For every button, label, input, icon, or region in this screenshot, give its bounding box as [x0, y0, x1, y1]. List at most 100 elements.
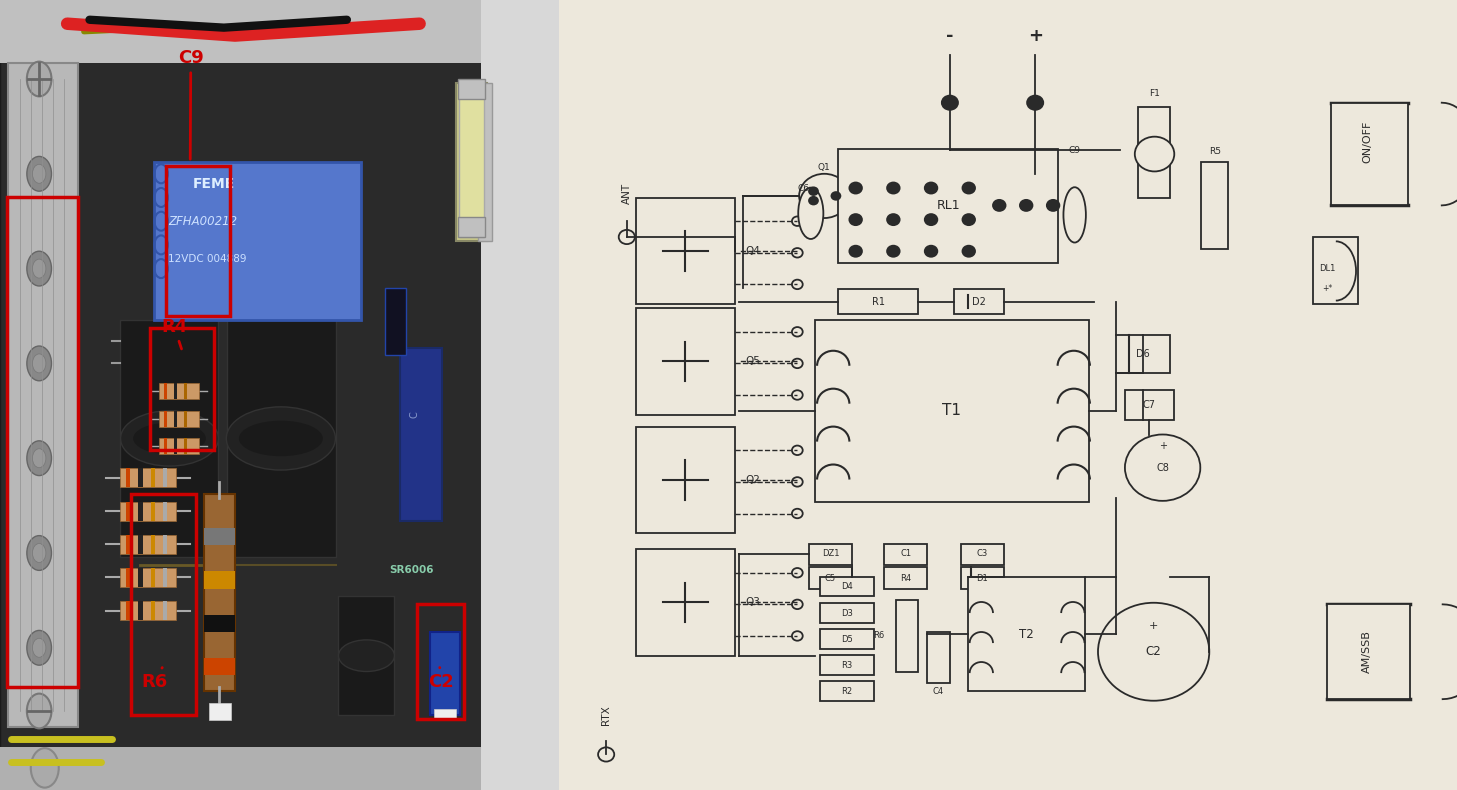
- Text: C2: C2: [428, 668, 455, 691]
- Bar: [9, 63, 79, 727]
- Bar: [121, 320, 219, 557]
- Bar: [960, 567, 1004, 589]
- Bar: [138, 502, 143, 521]
- Bar: [635, 198, 734, 304]
- Text: R2: R2: [841, 687, 852, 696]
- Text: R6: R6: [873, 631, 884, 641]
- Bar: [635, 308, 734, 415]
- Text: +: +: [1150, 621, 1158, 630]
- Text: C9: C9: [178, 49, 204, 159]
- Circle shape: [26, 630, 51, 665]
- Circle shape: [941, 96, 959, 110]
- Bar: [820, 681, 874, 701]
- Circle shape: [925, 246, 937, 257]
- Bar: [884, 567, 928, 589]
- Bar: [385, 288, 407, 356]
- Bar: [896, 600, 918, 672]
- Bar: [121, 502, 176, 521]
- Bar: [820, 603, 874, 623]
- Circle shape: [26, 156, 51, 191]
- Circle shape: [1125, 435, 1201, 501]
- Bar: [7, 198, 79, 687]
- Circle shape: [1020, 200, 1033, 211]
- Bar: [163, 568, 168, 587]
- Bar: [967, 577, 1084, 691]
- Text: D3: D3: [841, 608, 852, 618]
- Bar: [960, 544, 1004, 565]
- Text: +: +: [1027, 27, 1043, 44]
- Circle shape: [1027, 96, 1043, 110]
- Circle shape: [32, 259, 45, 278]
- Bar: [121, 535, 176, 554]
- Circle shape: [26, 62, 51, 96]
- Ellipse shape: [1064, 187, 1085, 243]
- Circle shape: [887, 214, 899, 225]
- Circle shape: [1099, 603, 1209, 701]
- Ellipse shape: [239, 420, 323, 456]
- Circle shape: [809, 186, 819, 196]
- Bar: [204, 571, 235, 589]
- Text: 12VDC 004889: 12VDC 004889: [168, 254, 246, 265]
- Bar: [173, 383, 178, 399]
- Text: ANT: ANT: [622, 183, 632, 204]
- Bar: [125, 535, 130, 554]
- Bar: [138, 601, 143, 620]
- Text: DL1: DL1: [1320, 264, 1336, 273]
- Bar: [173, 411, 178, 427]
- Circle shape: [32, 449, 45, 468]
- Bar: [150, 601, 154, 620]
- Bar: [154, 162, 361, 320]
- Bar: [0, 747, 559, 790]
- Bar: [820, 577, 874, 596]
- Bar: [838, 289, 918, 314]
- Bar: [1201, 162, 1228, 249]
- Circle shape: [26, 346, 51, 381]
- Bar: [227, 320, 335, 557]
- Text: D4: D4: [841, 582, 852, 592]
- Bar: [809, 567, 852, 589]
- Text: R5: R5: [1209, 147, 1221, 156]
- Text: SR6006: SR6006: [389, 565, 433, 575]
- Text: T2: T2: [1018, 628, 1033, 641]
- Circle shape: [1046, 200, 1059, 211]
- Bar: [125, 601, 130, 620]
- Circle shape: [32, 354, 45, 373]
- Text: DZ1: DZ1: [822, 549, 839, 559]
- Ellipse shape: [121, 411, 219, 466]
- Text: C4: C4: [932, 687, 944, 696]
- Bar: [138, 468, 143, 487]
- Bar: [1125, 390, 1174, 420]
- Bar: [150, 502, 154, 521]
- Circle shape: [26, 441, 51, 476]
- Text: D2: D2: [972, 297, 985, 307]
- Bar: [204, 494, 235, 691]
- Circle shape: [798, 174, 849, 218]
- Circle shape: [32, 544, 45, 562]
- Circle shape: [32, 164, 45, 183]
- Bar: [121, 601, 176, 620]
- Bar: [159, 411, 198, 427]
- Text: D1: D1: [976, 574, 988, 583]
- Bar: [138, 568, 143, 587]
- Bar: [204, 658, 235, 675]
- Text: -: -: [946, 27, 954, 44]
- Bar: [481, 0, 559, 790]
- Bar: [635, 549, 734, 656]
- Text: R6: R6: [141, 668, 168, 691]
- Text: C1: C1: [900, 549, 912, 559]
- Text: C6: C6: [797, 183, 810, 193]
- Text: +: +: [1158, 442, 1167, 451]
- Bar: [820, 655, 874, 675]
- Text: F1: F1: [1150, 88, 1160, 98]
- Bar: [150, 328, 214, 450]
- Circle shape: [963, 246, 975, 257]
- Bar: [204, 615, 235, 632]
- Bar: [150, 535, 154, 554]
- Text: R3: R3: [841, 660, 852, 670]
- Text: RL1: RL1: [937, 199, 960, 212]
- Bar: [457, 217, 485, 237]
- Circle shape: [963, 214, 975, 225]
- Bar: [163, 502, 168, 521]
- Ellipse shape: [226, 407, 335, 470]
- Text: R4: R4: [900, 574, 912, 583]
